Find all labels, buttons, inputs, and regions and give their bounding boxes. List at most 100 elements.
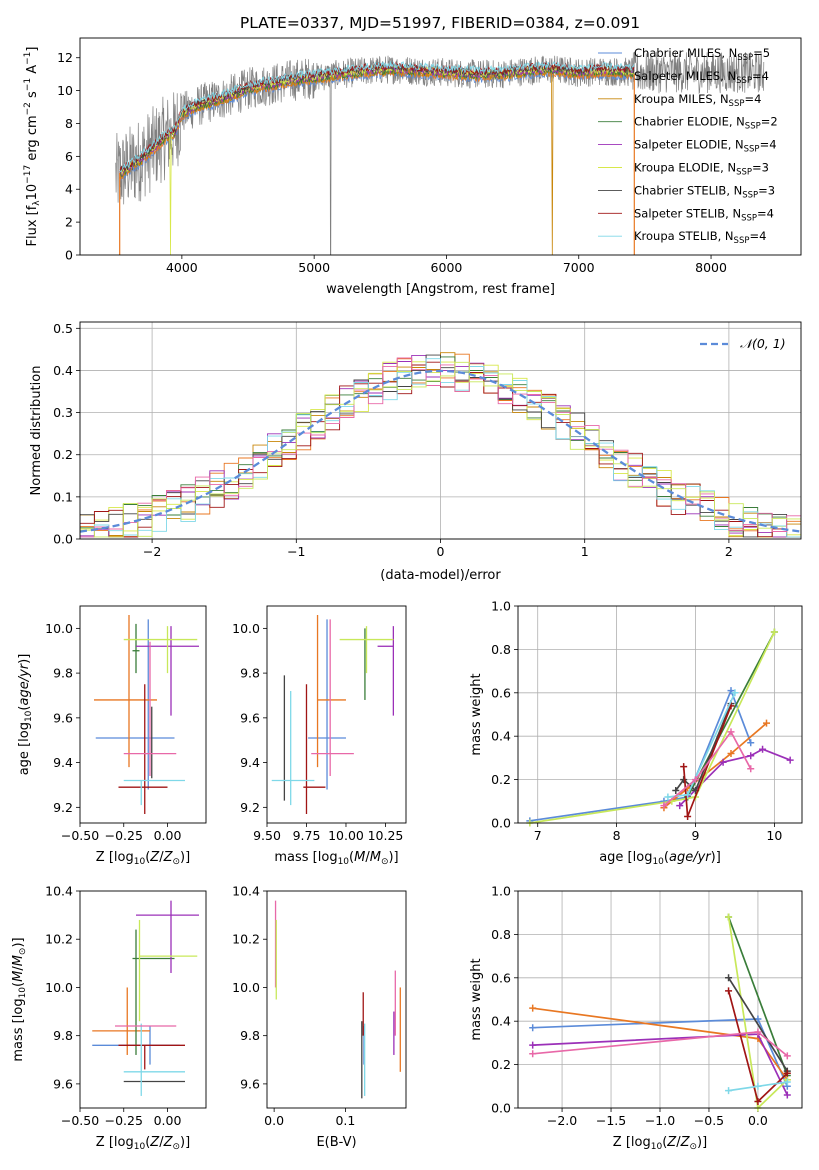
y-tick-label: 0.3 [53,405,73,420]
point-marker [725,974,733,982]
point-marker [783,1091,791,1099]
y-tick-label: 0.4 [491,1014,511,1029]
point-marker [725,913,733,921]
label-part: Z [680,1135,691,1150]
label-part: ⊙ [381,857,389,867]
x-tick-label: 7000 [563,260,595,275]
legend-label: Kroupa ELODIE, N [634,161,736,175]
y-tick-label: 0.2 [53,447,73,462]
point-marker [731,689,739,697]
y-tick-label: 9.8 [53,1028,73,1043]
series-line [663,730,752,807]
model-spectrum-line [119,64,635,177]
point-marker [676,802,684,810]
legend-entry: Kroupa ELODIE, NSSP=3 [634,161,769,178]
point-marker [529,1004,537,1012]
legend-tail: =4 [749,229,766,243]
label-part: mass [ [11,1018,26,1061]
point-marker [754,1097,762,1105]
label-part: 10 [25,184,40,201]
label-part: λ [32,200,42,206]
label-part: ⊙ [172,857,180,867]
point-marker [727,728,735,736]
label-part: Z [666,1135,677,1150]
x-tick-label: 0.0 [264,1113,284,1128]
label-part: ⊙ [689,1142,697,1152]
label-part: Z [163,1135,174,1150]
x-tick-label: 1 [581,544,589,559]
point-marker [754,1082,762,1090]
label-part: age [ [17,742,32,775]
y-tick-label: 0 [65,248,73,263]
legend-sub: SSP [729,99,745,109]
x-tick-label: 0 [437,544,445,559]
x-axis-label: wavelength [Angstrom, rest frame] [326,282,555,297]
mass-vs-ebv-axes: 0.0 0.1 9.6 9.8 10.0 10.2 10.4 [232,884,355,1129]
y-tick-label: 8 [65,116,73,131]
label-part: Z [149,1135,160,1150]
y-tick-label: 4 [65,182,73,197]
axes-frame [517,605,803,824]
y-tick-label: 9.4 [53,755,73,770]
legend-entry: Kroupa STELIB, NSSP=4 [634,229,766,246]
y-tick-label: 1.0 [491,884,511,899]
legend-label: Salpeter ELODIE, N [634,138,744,152]
series-line [529,688,752,822]
legend-tail: =4 [744,92,761,106]
label-part: )] [180,850,190,865]
legend-sub: SSP [736,76,752,86]
label-part: −1 [23,52,33,65]
label-part: 10 [24,710,34,722]
label-part: ( [145,850,150,865]
label-part: age/yr [669,850,712,865]
label-part: 10 [18,987,28,999]
y-tick-label: 10.0 [232,980,260,995]
histogram-steps [80,352,801,538]
x-tick-label: −2 [143,544,161,559]
x-tick-label: −1.5 [596,1113,626,1128]
spectrum-axes: 4000 5000 6000 7000 8000 0 2 4 6 8 10 12 [57,50,727,275]
y-tick-label: 9.6 [240,710,260,725]
y-tick-label: 9.8 [53,666,73,681]
y-axis-label: mass weight [469,958,484,1040]
x-axis-label: (data-model)/error [380,568,501,583]
x-axis-label: age [log10(age/yr)] [599,850,721,867]
legend-label: Chabrier ELODIE, N [634,115,745,129]
point-marker [727,750,735,758]
label-part: ( [145,1135,150,1150]
point-marker [770,628,778,636]
label-part: ( [17,706,32,711]
mass-vs-Z-axes: −0.50 −0.25 0.00 9.6 9.8 10.0 10.2 10.4 [45,884,181,1129]
x-tick-label: 6000 [431,260,463,275]
model-spectrum-line [119,68,635,181]
point-marker [747,739,755,747]
legend-sub: SSP [742,190,758,200]
label-part: Flux [f [25,205,40,246]
label-part: / [676,1135,681,1150]
y-tick-label: 0.8 [491,642,511,657]
legend-label: Kroupa STELIB, N [634,229,734,243]
label-part: Z [ [96,1135,114,1150]
legend-entry: Salpeter ELODIE, NSSP=4 [634,138,777,155]
y-tick-label: 0.1 [53,489,73,504]
legend-entry: Chabrier ELODIE, NSSP=2 [634,115,778,132]
legend-tail: =3 [758,183,775,197]
point-marker [660,802,668,810]
label-part: M [370,850,381,865]
label-part: M [11,971,26,982]
axes-frame [79,890,207,1109]
label-part: ( [11,982,26,987]
y-tick-label: 10.0 [232,621,260,636]
legend-label: Salpeter STELIB, N [634,206,741,220]
mass-weight-vs-age-series [526,628,794,827]
residual-hist-axes: −2 −1 0 1 2 0.0 0.1 0.2 0.3 0.4 0.5 [53,321,801,559]
legend-sub: SSP [737,53,753,63]
x-tick-label: −1 [287,544,305,559]
y-axis-label: age [log10(age/yr)] [17,654,34,776]
y-tick-label: 0.4 [53,363,73,378]
y-tick-label: 0.6 [491,970,511,985]
model-spectrum-line [119,70,635,181]
label-part: )] [17,654,32,664]
label-part: Z [163,850,174,865]
